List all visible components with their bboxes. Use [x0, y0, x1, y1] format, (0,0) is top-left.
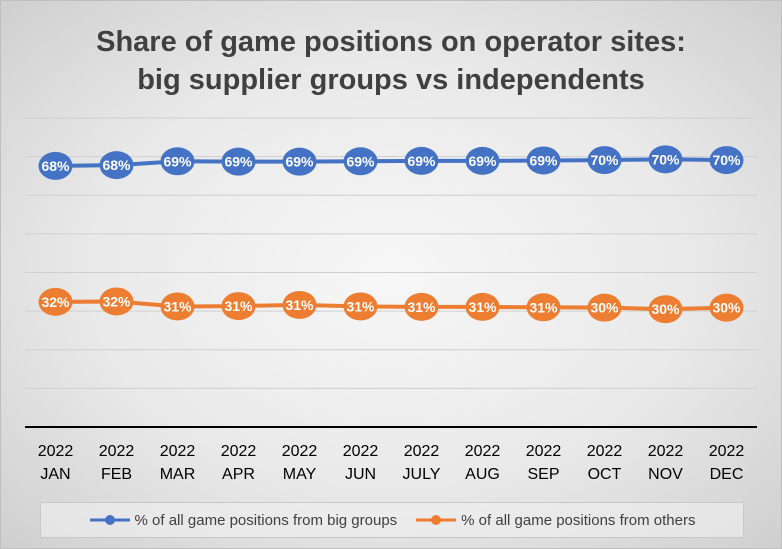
legend-label-big-groups: % of all game positions from big groups	[134, 511, 398, 529]
data-label: 70%	[712, 152, 741, 168]
data-label: 69%	[529, 152, 558, 168]
x-tick-label: 2022 MAY	[282, 443, 318, 483]
data-point	[160, 292, 195, 321]
data-point	[221, 292, 256, 321]
data-point	[99, 287, 134, 316]
data-label: 32%	[41, 294, 70, 310]
data-point	[465, 292, 500, 321]
legend-item-big-groups: % of all game positions from big groups	[89, 511, 398, 529]
data-label: 68%	[41, 158, 70, 174]
data-label: 31%	[346, 298, 375, 314]
x-tick-label: 2022 SEP	[526, 443, 562, 483]
x-tick-label: 2022 AUG	[465, 443, 501, 483]
chart-title-line-1: Share of game positions on operator site…	[96, 26, 686, 58]
data-point	[465, 146, 500, 175]
data-label: 69%	[346, 153, 375, 169]
legend-marker-big-groups	[89, 515, 130, 525]
data-point	[221, 147, 256, 176]
data-point	[648, 145, 683, 174]
x-tick-label: 2022 OCT	[587, 443, 623, 483]
x-tick-label: 2022 MAR	[160, 443, 196, 483]
data-label: 69%	[163, 153, 192, 169]
data-label: 69%	[224, 154, 253, 170]
data-point	[343, 292, 378, 321]
data-point	[404, 292, 439, 321]
data-label: 70%	[651, 151, 680, 167]
data-label: 31%	[407, 299, 436, 315]
data-point	[526, 293, 561, 322]
data-label: 32%	[102, 293, 131, 309]
data-label: 30%	[712, 300, 741, 316]
data-point	[99, 151, 134, 180]
legend-marker-others	[416, 515, 457, 525]
series-line-0	[53, 157, 729, 168]
x-tick-label: 2022 APR	[221, 443, 257, 483]
x-tick-label: 2022 DEC	[709, 443, 745, 483]
data-label: 68%	[102, 157, 131, 173]
data-label: 31%	[163, 298, 192, 314]
series-line-1	[53, 299, 729, 312]
x-tick-label: 2022 JUN	[343, 443, 379, 483]
legend: % of all game positions from big groups …	[40, 502, 744, 538]
data-point	[282, 147, 317, 176]
data-point	[404, 146, 439, 175]
data-point	[709, 146, 744, 175]
legend-label-others: % of all game positions from others	[461, 511, 696, 529]
chart-title: Share of game positions on operator site…	[1, 23, 781, 99]
x-tick-label: 2022 FEB	[99, 443, 135, 483]
data-point	[343, 147, 378, 176]
data-point	[160, 147, 195, 176]
data-point	[38, 151, 73, 180]
data-label: 69%	[285, 154, 314, 170]
data-point	[282, 290, 317, 319]
data-label: 30%	[651, 301, 680, 317]
data-label: 31%	[224, 298, 253, 314]
x-tick-label: 2022 JAN	[38, 443, 74, 483]
data-point	[38, 287, 73, 316]
legend-item-others: % of all game positions from others	[415, 512, 695, 529]
x-tick-label: 2022 JULY	[403, 443, 441, 483]
data-label: 69%	[407, 153, 436, 169]
data-label: 70%	[590, 152, 619, 168]
data-label: 31%	[285, 297, 314, 313]
data-point	[526, 146, 561, 175]
data-point	[587, 146, 622, 175]
data-point	[648, 295, 683, 324]
x-tick-label: 2022 NOV	[648, 443, 684, 483]
data-label: 31%	[468, 299, 497, 315]
data-label: 31%	[529, 299, 558, 315]
chart-title-line-2: big supplier groups vs independents	[137, 64, 645, 96]
data-label: 30%	[590, 300, 619, 316]
data-label: 69%	[468, 153, 497, 169]
data-point	[587, 293, 622, 322]
data-point	[709, 293, 744, 322]
